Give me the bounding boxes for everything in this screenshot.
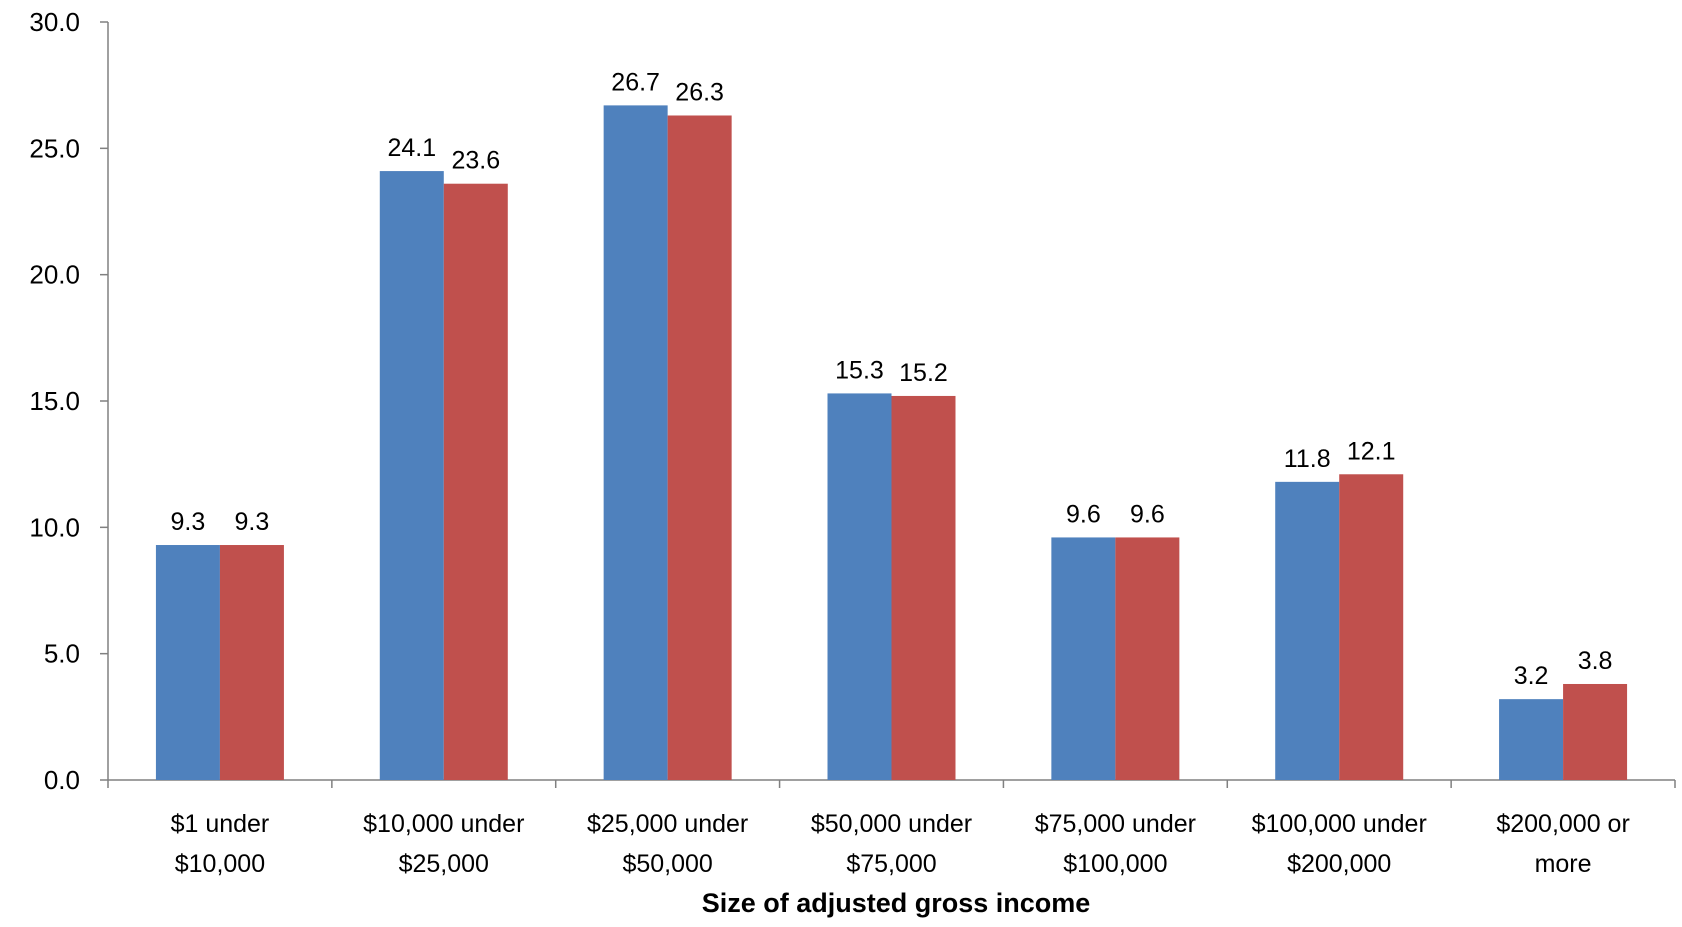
bar <box>667 115 732 780</box>
y-tick-label: 0.0 <box>44 765 80 795</box>
x-tick-label: $200,000 <box>1287 850 1391 878</box>
x-tick-label: $75,000 under <box>1035 810 1196 838</box>
bar <box>155 545 220 780</box>
x-tick-label: more <box>1535 850 1592 878</box>
y-axis: 0.0 5.0 10.0 15.0 20.0 25.0 30.0 <box>29 7 109 795</box>
y-tick-label: 25.0 <box>29 133 80 163</box>
bar <box>379 171 444 780</box>
bar <box>1339 474 1404 780</box>
y-tick-label: 15.0 <box>29 386 80 416</box>
data-label: 26.3 <box>675 78 724 106</box>
data-label: 15.2 <box>899 359 948 387</box>
data-label: 11.8 <box>1284 445 1331 473</box>
x-tick-label: $25,000 <box>399 850 489 878</box>
y-tick-label: 10.0 <box>29 512 80 542</box>
x-tick-label: $1 under <box>171 810 270 838</box>
data-label: 23.6 <box>451 147 500 175</box>
x-tick-label: $100,000 under <box>1252 810 1427 838</box>
x-axis-title: Size of adjusted gross income <box>702 888 1091 918</box>
x-tick-label: $50,000 <box>622 850 712 878</box>
data-label: 24.1 <box>387 134 436 162</box>
x-tick-label: $10,000 <box>175 850 265 878</box>
data-label: 9.3 <box>235 508 270 536</box>
bar <box>1275 481 1340 780</box>
bar <box>1115 537 1180 780</box>
y-tick-label: 5.0 <box>44 639 80 669</box>
bars <box>155 105 1628 780</box>
bar <box>1499 699 1564 780</box>
bar <box>219 545 284 780</box>
x-tick-label: $10,000 under <box>363 810 524 838</box>
x-tick-label: $200,000 or <box>1496 810 1629 838</box>
y-tick-label: 30.0 <box>29 7 80 37</box>
data-label: 9.3 <box>171 508 206 536</box>
bar <box>1051 537 1116 780</box>
data-label: 9.6 <box>1066 500 1101 528</box>
bar <box>1563 683 1628 780</box>
x-axis: $1 under $10,000 $10,000 under $25,000 $25,0… <box>107 779 1676 878</box>
data-label: 3.2 <box>1514 662 1549 690</box>
data-label: 15.3 <box>835 356 884 384</box>
data-label: 9.6 <box>1130 500 1165 528</box>
x-tick-label: $25,000 under <box>587 810 748 838</box>
data-label: 12.1 <box>1347 437 1396 465</box>
x-tick-label: $50,000 under <box>811 810 972 838</box>
bar <box>443 183 508 780</box>
y-tick-label: 20.0 <box>29 260 80 290</box>
data-label: 26.7 <box>611 68 660 96</box>
bar <box>827 393 892 780</box>
x-tick-label: $100,000 <box>1063 850 1167 878</box>
bar <box>891 395 956 780</box>
x-tick-label: $75,000 <box>846 850 936 878</box>
bar <box>603 105 668 780</box>
data-label: 3.8 <box>1578 647 1613 675</box>
data-labels: 9.3 9.3 24.1 23.6 26.7 26.3 15.3 15.2 9.6 9.6 11.8… <box>171 68 1613 690</box>
